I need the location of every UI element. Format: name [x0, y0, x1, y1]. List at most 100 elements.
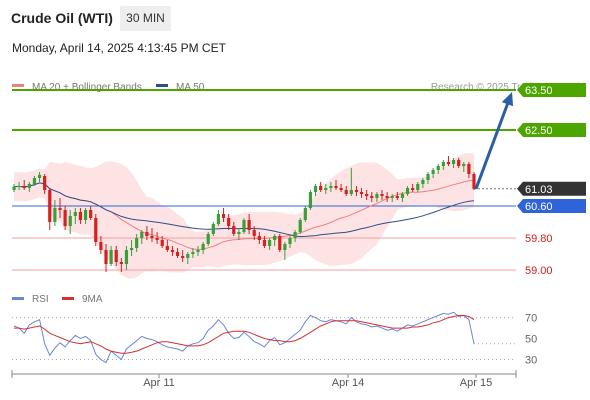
- candle-body: [242, 220, 246, 232]
- candle-body: [22, 186, 26, 188]
- candle-body: [114, 250, 118, 262]
- candle-body: [227, 218, 231, 226]
- candle-body: [441, 162, 445, 166]
- legend-swatch-1: [156, 84, 168, 87]
- rsi-legend: RSI 9MA: [12, 294, 103, 305]
- candle-body: [380, 194, 384, 196]
- candle-body: [155, 238, 159, 240]
- candle-body: [293, 232, 297, 238]
- candle-body: [370, 196, 374, 198]
- level-label: 61.03: [525, 184, 553, 196]
- candle-body: [262, 240, 267, 246]
- rsi-tick-label: 30: [525, 355, 537, 367]
- candle-body: [140, 232, 144, 238]
- candle-body: [303, 208, 307, 220]
- level-label: 59.00: [525, 265, 553, 277]
- candle-body: [58, 208, 62, 210]
- level-tag: [517, 123, 586, 137]
- candle-body: [17, 186, 21, 187]
- candle-body: [329, 186, 333, 188]
- level-label: 60.60: [525, 201, 553, 213]
- candle-body: [457, 160, 461, 166]
- candle-body: [27, 184, 31, 188]
- candle-body: [37, 174, 42, 178]
- legend-label-1: MA 50: [176, 82, 205, 93]
- legend-swatch-0: [12, 84, 24, 87]
- candle-body: [196, 250, 200, 252]
- candle-body: [78, 212, 83, 220]
- candle-body: [170, 250, 175, 252]
- candle-body: [12, 186, 16, 190]
- level-label: 59.80: [525, 233, 553, 245]
- candle-body: [119, 262, 123, 264]
- candle-body: [400, 194, 405, 198]
- candle-body: [124, 250, 129, 264]
- candle-body: [365, 194, 369, 196]
- level-tag: [517, 181, 586, 196]
- candle-body: [405, 188, 410, 194]
- candle-body: [375, 194, 379, 198]
- candle-body: [104, 250, 108, 264]
- candle-body: [349, 190, 353, 194]
- candle-body: [421, 180, 425, 184]
- candle-body: [288, 238, 292, 244]
- candle-body: [63, 210, 67, 226]
- candle-body: [99, 242, 103, 250]
- candle-body: [73, 212, 77, 216]
- candle-body: [43, 176, 47, 190]
- candle-body: [160, 240, 164, 246]
- candle-body: [467, 164, 471, 174]
- candle-body: [181, 256, 185, 258]
- candle-body: [324, 188, 328, 190]
- candle-body: [462, 164, 466, 166]
- candle-body: [83, 210, 88, 220]
- candle-body: [426, 174, 430, 180]
- candle-body: [431, 170, 435, 174]
- candle-body: [186, 254, 190, 258]
- candle-body: [319, 186, 323, 190]
- candle-body: [385, 196, 389, 198]
- candle-body: [165, 246, 169, 250]
- rsi-ma9-line: [14, 315, 475, 354]
- candle-body: [313, 186, 318, 192]
- candle-body: [257, 236, 261, 240]
- indicator-legend: MA 20 + Bollinger Bands MA 50 Research © 2…: [12, 82, 580, 93]
- rsi-line: [13, 311, 475, 364]
- rsi-legend-swatch-0: [12, 297, 24, 300]
- candle-body: [206, 234, 210, 244]
- legend-label-0: MA 20 + Bollinger Bands: [32, 82, 142, 93]
- level-tags: 63.50 62.50 61.03 60.60 59.80 59.00: [517, 83, 586, 277]
- timeframe-badge[interactable]: 30 MIN: [120, 6, 171, 31]
- candle-body: [247, 220, 251, 230]
- timestamp: Monday, April 14, 2025 4:13:45 PM CET: [12, 41, 226, 55]
- x-axis: Apr 11 Apr 14 Apr 15: [11, 370, 517, 389]
- candle-body: [395, 196, 399, 198]
- rsi-legend-swatch-1: [62, 297, 74, 300]
- candle-body: [390, 196, 394, 198]
- candle-body: [53, 208, 57, 222]
- candle-body: [201, 244, 205, 250]
- candle-body: [344, 190, 348, 194]
- candle-body: [89, 210, 93, 218]
- candle-body: [191, 252, 195, 254]
- candle-body: [354, 190, 359, 192]
- price-levels: [12, 89, 516, 271]
- candle-body: [175, 252, 180, 256]
- candle-body: [416, 184, 420, 190]
- candle-body: [267, 240, 272, 246]
- candle-body: [232, 226, 236, 234]
- rsi-legend-label-1: 9MA: [82, 294, 103, 305]
- candle-body: [237, 232, 241, 234]
- candle-body: [451, 160, 456, 164]
- candle-body: [145, 232, 149, 236]
- candle-body: [359, 192, 364, 194]
- x-tick-label: Apr 11: [143, 377, 175, 389]
- candle-body: [298, 220, 302, 232]
- instrument-title: Crude Oil (WTI): [11, 10, 113, 26]
- x-tick-label: Apr 14: [332, 377, 364, 389]
- credit-text: Research © 2025 Trading Central: [431, 82, 580, 93]
- candle-body: [308, 192, 313, 208]
- candle-body: [446, 162, 451, 164]
